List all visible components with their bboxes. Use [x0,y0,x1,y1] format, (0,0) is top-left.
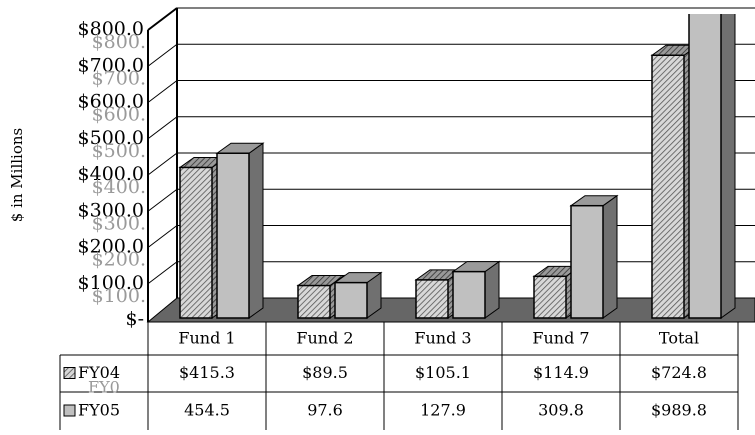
bar-side [248,142,264,319]
bar [688,14,722,319]
y-tick-label: $- [125,308,144,330]
x-tick-label: Fund 3 [414,329,471,348]
ghost-legend-label: FY0 [88,378,120,397]
y-axis-title: $ in Millions [8,128,26,222]
bar [651,54,685,319]
table-cell: $415.3 [179,363,235,382]
y-tick-label: $800.0 [78,18,144,40]
grid-line-side [147,225,178,248]
bars [178,14,736,319]
table-cell: $989.8 [651,401,707,420]
y-tick-label: $100.0 [78,272,144,294]
table-cell: $105.1 [415,363,471,382]
wall-edge [147,7,178,31]
bar [452,270,486,319]
ghost-tick-label: $700. [92,67,146,89]
table-cell: 127.9 [420,401,466,420]
legend-label: FY05 [78,401,120,420]
ghost-tick-label: $800. [92,31,146,53]
x-tick-label: Fund 2 [296,329,353,348]
ghost-tick-label: $600. [92,104,146,126]
bar-side [602,194,618,319]
table-cell: 309.8 [538,401,584,420]
bar [297,284,331,319]
y-tick-label: $300.0 [78,199,144,221]
y-tick-label: $600.0 [78,91,144,113]
x-tick-label: Fund 7 [532,329,589,348]
bar [334,281,368,319]
bar [570,204,604,319]
bar [415,279,449,319]
y-tick-label: $400.0 [78,163,144,185]
y-tick-label: $700.0 [78,54,144,76]
grid-line-side [147,80,178,103]
x-tick-label: Fund 1 [178,329,235,348]
bar-side [720,14,736,319]
table-cell: 454.5 [184,401,230,420]
ghost-tick-label: $200. [92,249,146,271]
legend-label: FY04 [78,363,120,382]
legend-swatch [63,367,76,379]
grid-line-side [147,188,178,212]
ghost-tick-label: $300. [92,212,146,234]
grid-line-side [147,261,178,285]
legend-swatch [63,404,76,417]
ghost-tick-label: $500. [92,140,146,162]
table-cell: 97.6 [307,401,343,420]
grid-line-side [147,116,178,140]
ghost-tick-label: $400. [92,176,146,198]
bar [533,275,567,319]
grid-line-side [147,152,178,176]
table-cell: $724.8 [651,363,707,382]
y-tick-label: $500.0 [78,127,144,149]
x-tick-label: Total [659,329,699,348]
table-cell: $114.9 [533,363,589,382]
bar [216,152,250,319]
ghost-tick-label: $100. [92,285,146,307]
table-cell: $89.5 [302,363,348,382]
bar [179,166,213,319]
y-tick-label: $200.0 [78,236,144,258]
grid-line-side [147,43,178,67]
